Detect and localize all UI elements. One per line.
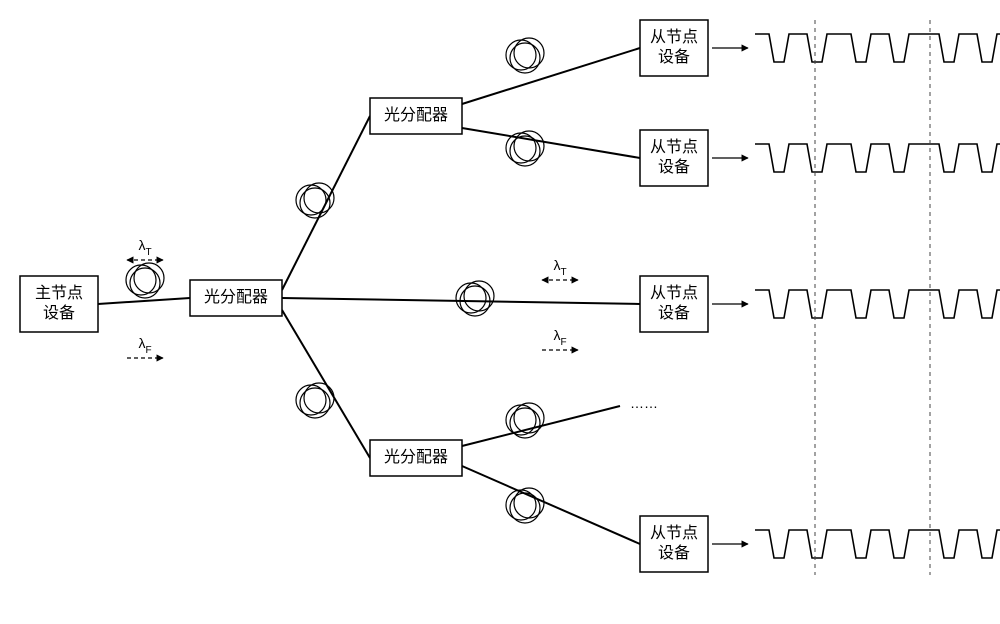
- fiber-link: [282, 298, 640, 304]
- splitter-box-top-label: 光分配器: [384, 106, 448, 124]
- svg-text:λT: λT: [553, 257, 566, 278]
- splitter-box-top: 光分配器: [370, 98, 462, 134]
- fiber-link: [98, 298, 190, 304]
- dashed-lines-layer: [815, 20, 930, 575]
- output-arrows-layer: [712, 48, 748, 544]
- ellipsis-label: ……: [630, 395, 658, 411]
- lambda-f-annotation: λF: [542, 327, 578, 350]
- svg-text:λF: λF: [553, 327, 566, 348]
- slave-node-box-4-label-line2: 设备: [658, 544, 690, 562]
- edges-layer: [98, 48, 640, 544]
- misc-layer: ……: [630, 395, 658, 411]
- fiber-link: [462, 466, 640, 544]
- timing-waveform: [755, 34, 1000, 62]
- waveforms-layer: [755, 34, 1000, 558]
- master-node-box: 主节点设备: [20, 276, 98, 332]
- coils-layer: [126, 38, 544, 523]
- slave-node-box-3-label-line2: 设备: [658, 304, 690, 322]
- lambda-f-annotation: λF: [127, 335, 163, 358]
- fiber-coil-icon: [506, 131, 544, 166]
- slave-node-box-1-label-line1: 从节点: [650, 28, 698, 46]
- optical-network-diagram: 主节点设备光分配器光分配器光分配器从节点设备从节点设备从节点设备从节点设备 λT…: [0, 0, 1000, 624]
- fiber-link: [462, 128, 640, 158]
- fiber-link: [462, 48, 640, 104]
- timing-waveform: [755, 144, 1000, 172]
- slave-node-box-1: 从节点设备: [640, 20, 708, 76]
- svg-text:λT: λT: [138, 237, 151, 258]
- lambda-t-annotation: λT: [542, 257, 578, 280]
- svg-text:λF: λF: [138, 335, 151, 356]
- slave-node-box-2-label-line2: 设备: [658, 158, 690, 176]
- slave-node-box-3: 从节点设备: [640, 276, 708, 332]
- slave-node-box-1-label-line2: 设备: [658, 48, 690, 66]
- nodes-layer: 主节点设备光分配器光分配器光分配器从节点设备从节点设备从节点设备从节点设备: [20, 20, 708, 572]
- slave-node-box-4: 从节点设备: [640, 516, 708, 572]
- slave-node-box-2-label-line1: 从节点: [650, 138, 698, 156]
- fiber-coil-icon: [506, 488, 544, 523]
- fiber-coil-icon: [506, 38, 544, 73]
- slave-node-box-4-label-line1: 从节点: [650, 524, 698, 542]
- master-node-box-label-line2: 设备: [43, 304, 75, 322]
- slave-node-box-3-label-line1: 从节点: [650, 284, 698, 302]
- master-node-box-label-line1: 主节点: [35, 284, 83, 302]
- timing-waveform: [755, 530, 1000, 558]
- slave-node-box-2: 从节点设备: [640, 130, 708, 186]
- splitter-box-bottom-label: 光分配器: [384, 448, 448, 466]
- fiber-coil-icon: [126, 263, 164, 298]
- splitter-box-0: 光分配器: [190, 280, 282, 316]
- timing-waveform: [755, 290, 1000, 318]
- splitter-box-bottom: 光分配器: [370, 440, 462, 476]
- fiber-link: [282, 310, 370, 458]
- lambda-t-annotation: λT: [127, 237, 163, 260]
- fiber-coil-icon: [456, 281, 494, 316]
- splitter-box-0-label: 光分配器: [204, 288, 268, 306]
